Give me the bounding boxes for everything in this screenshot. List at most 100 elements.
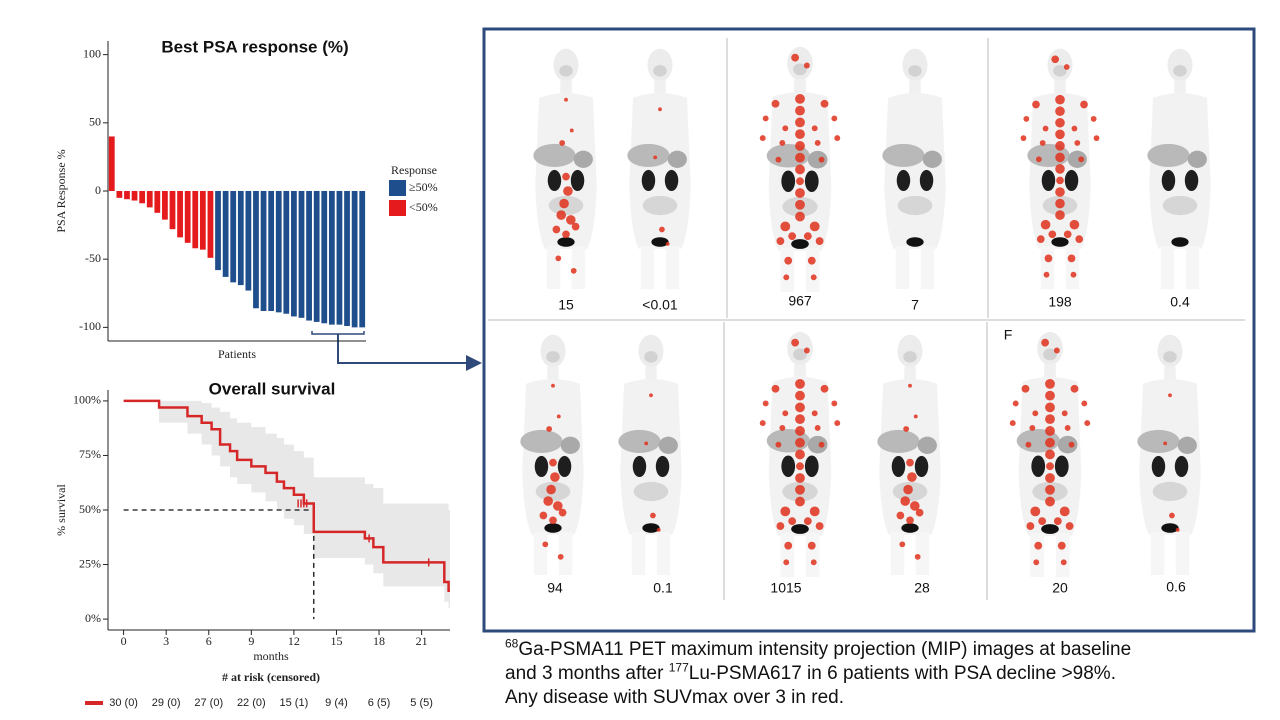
bar [116, 191, 123, 198]
bar [108, 136, 115, 191]
image-label: 20 [1052, 580, 1068, 596]
caption: 68Ga-PSMA11 PET maximum intensity projec… [505, 638, 1265, 710]
bar [313, 191, 320, 322]
image-panel-frame [482, 27, 1256, 633]
image-label: 0.1 [653, 580, 673, 596]
caption-text: Lu-PSMA617 in 6 patients with PSA declin… [688, 663, 1116, 684]
bracket [311, 331, 365, 335]
bar [131, 191, 138, 201]
bar [260, 191, 267, 311]
image-label: 28 [914, 580, 930, 596]
image-label: 1015 [770, 580, 801, 596]
bar [298, 191, 305, 318]
x-axis-label: Patients [218, 347, 256, 361]
risk-count: 27 (0) [194, 697, 223, 709]
bar [275, 191, 282, 313]
image-label: 967 [788, 293, 812, 309]
bar [351, 191, 358, 328]
y-axis-label: PSA Response % [54, 149, 68, 232]
legend-swatch [389, 200, 406, 216]
image-label: 0.6 [1166, 579, 1186, 595]
x-tick-label: 15 [330, 634, 342, 648]
y-tick-label: 50% [79, 502, 101, 516]
median-line [123, 509, 315, 620]
x-tick-label: 3 [163, 634, 169, 648]
x-tick-label: 0 [121, 634, 127, 648]
x-axis-label: months [253, 649, 289, 663]
y-tick-label: 25% [79, 556, 101, 570]
image-label: 7 [911, 297, 919, 313]
y-tick-label: 0% [85, 611, 101, 625]
bar [139, 191, 146, 204]
x-tick-label: 6 [206, 634, 212, 648]
risk-count: 29 (0) [152, 697, 181, 709]
legend-swatch [389, 180, 406, 196]
x-tick-label: 21 [416, 634, 428, 648]
bar [215, 191, 221, 271]
bar [359, 191, 366, 328]
bar [253, 191, 259, 309]
chart-title: Best PSA response (%) [161, 37, 348, 56]
panel-letter: F [1004, 327, 1013, 343]
y-tick-label: 50 [89, 115, 101, 129]
y-tick-label: -50 [85, 251, 101, 265]
bar [336, 191, 343, 325]
bar [192, 191, 199, 249]
bar [184, 191, 191, 243]
image-label: 198 [1048, 294, 1072, 310]
y-tick-label: 0 [95, 183, 101, 197]
bar [268, 191, 275, 311]
x-tick-label: 9 [248, 634, 254, 648]
y-tick-label: 100 [83, 46, 101, 60]
y-tick-label: 75% [79, 447, 101, 461]
risk-table-title: # at risk (censored) [222, 670, 320, 684]
pet-images [520, 46, 1211, 578]
bar [169, 191, 176, 230]
caption-text: Any disease with SUVmax over 3 in red. [505, 687, 844, 708]
chart-title: Overall survival [209, 379, 336, 398]
x-tick-label: 18 [373, 634, 385, 648]
caption-superscript: 68 [505, 636, 519, 651]
caption-text: Ga-PSMA11 PET maximum intensity projecti… [518, 639, 1132, 660]
bar [207, 191, 214, 258]
risk-count: 9 (4) [325, 697, 348, 709]
image-label: 0.4 [1170, 294, 1190, 310]
bar [162, 191, 168, 220]
bar [283, 191, 290, 314]
bar [222, 191, 229, 277]
bar [291, 191, 297, 317]
bar [321, 191, 328, 324]
risk-count: 22 (0) [237, 697, 266, 709]
image-label: <0.01 [642, 297, 678, 313]
image-label: 15 [558, 297, 574, 313]
confidence-band [123, 400, 450, 611]
x-tick-label: 12 [288, 634, 300, 648]
y-tick-label: 100% [73, 393, 101, 407]
risk-count: 30 (0) [109, 697, 138, 709]
risk-count: 15 (1) [280, 697, 309, 709]
survival-line [123, 399, 450, 592]
caption-superscript: 177 [668, 660, 689, 675]
legend-label: <50% [409, 200, 438, 214]
arrow [337, 334, 482, 371]
bar [328, 191, 335, 325]
caption-text: and 3 months after [505, 663, 669, 684]
bar [146, 191, 153, 208]
bar [306, 191, 312, 321]
risk-count: 6 (5) [368, 697, 391, 709]
image-label: 94 [547, 580, 563, 596]
bar [154, 191, 161, 213]
bar [230, 191, 237, 283]
risk-count: 5 (5) [410, 697, 433, 709]
bar [344, 191, 350, 326]
y-tick-label: -100 [79, 319, 101, 333]
y-axis-label: % survival [54, 484, 68, 536]
bar [199, 191, 206, 250]
legend-label: ≥50% [409, 180, 438, 194]
bar [237, 191, 244, 286]
bar [245, 191, 252, 291]
bar [177, 191, 183, 238]
bar [124, 191, 130, 200]
